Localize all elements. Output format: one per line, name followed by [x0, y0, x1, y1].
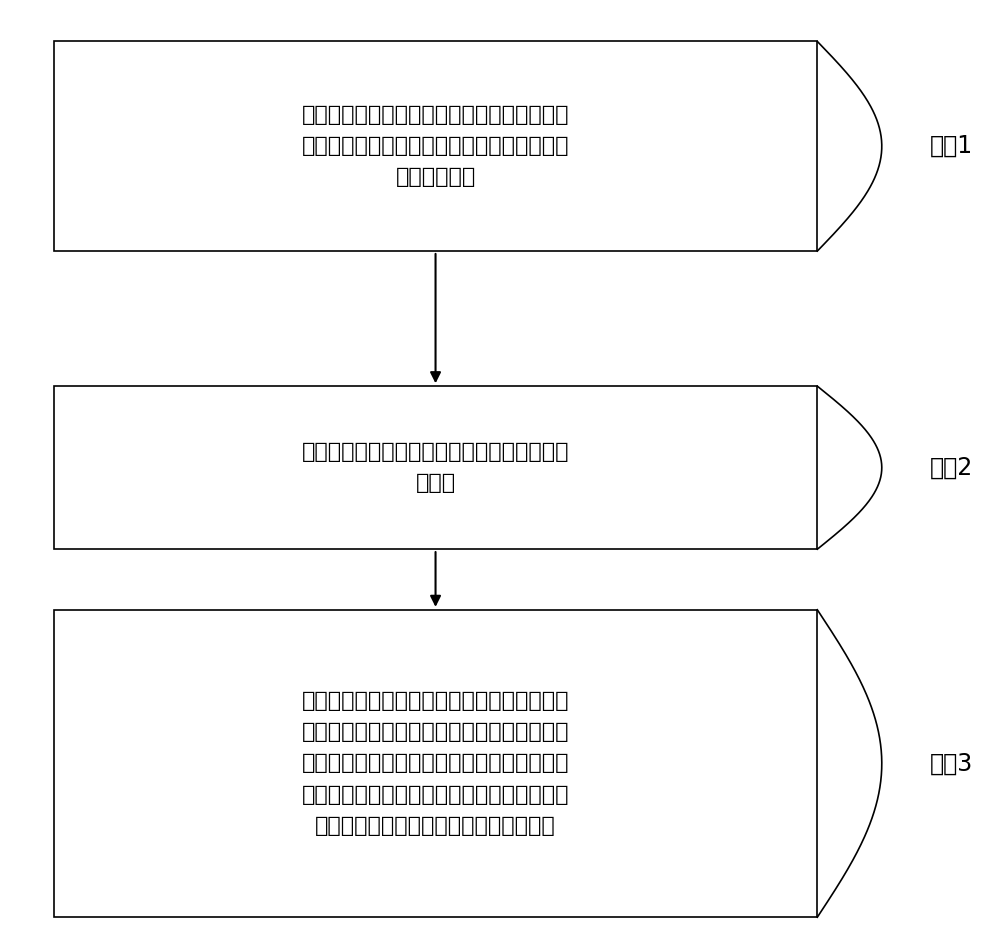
Text: 步骤1: 步骤1 [930, 133, 973, 158]
Text: 将完成键合的所述主开关器件倒装焊接在所述
衬板上，所述主开关器件的发射极和栅极与所
述衬板上的两个分立的覆铜层焊接，所述主开
关器件的集电极和所述续流二极管的阳: 将完成键合的所述主开关器件倒装焊接在所述 衬板上，所述主开关器件的发射极和栅极与… [302, 691, 569, 836]
Text: 步骤2: 步骤2 [930, 456, 973, 480]
Text: 步骤3: 步骤3 [930, 751, 973, 776]
Bar [54, 41, 817, 251]
Bar [54, 386, 817, 549]
Bar [54, 610, 817, 917]
Text: 对所述主开关器件、所述续流二极管和衬板进
行清洗: 对所述主开关器件、所述续流二极管和衬板进 行清洗 [302, 442, 569, 494]
Text: 将电压等级一致的主开关器件与续流二极管，
通过所述主开关器件的集电极与所述续流二极
管的阴极键合: 将电压等级一致的主开关器件与续流二极管， 通过所述主开关器件的集电极与所述续流二… [302, 105, 569, 187]
